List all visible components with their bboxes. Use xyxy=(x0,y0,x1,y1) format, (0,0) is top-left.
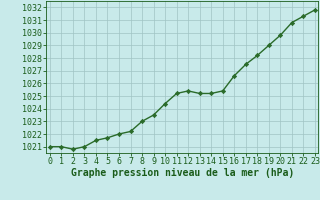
X-axis label: Graphe pression niveau de la mer (hPa): Graphe pression niveau de la mer (hPa) xyxy=(71,168,294,178)
